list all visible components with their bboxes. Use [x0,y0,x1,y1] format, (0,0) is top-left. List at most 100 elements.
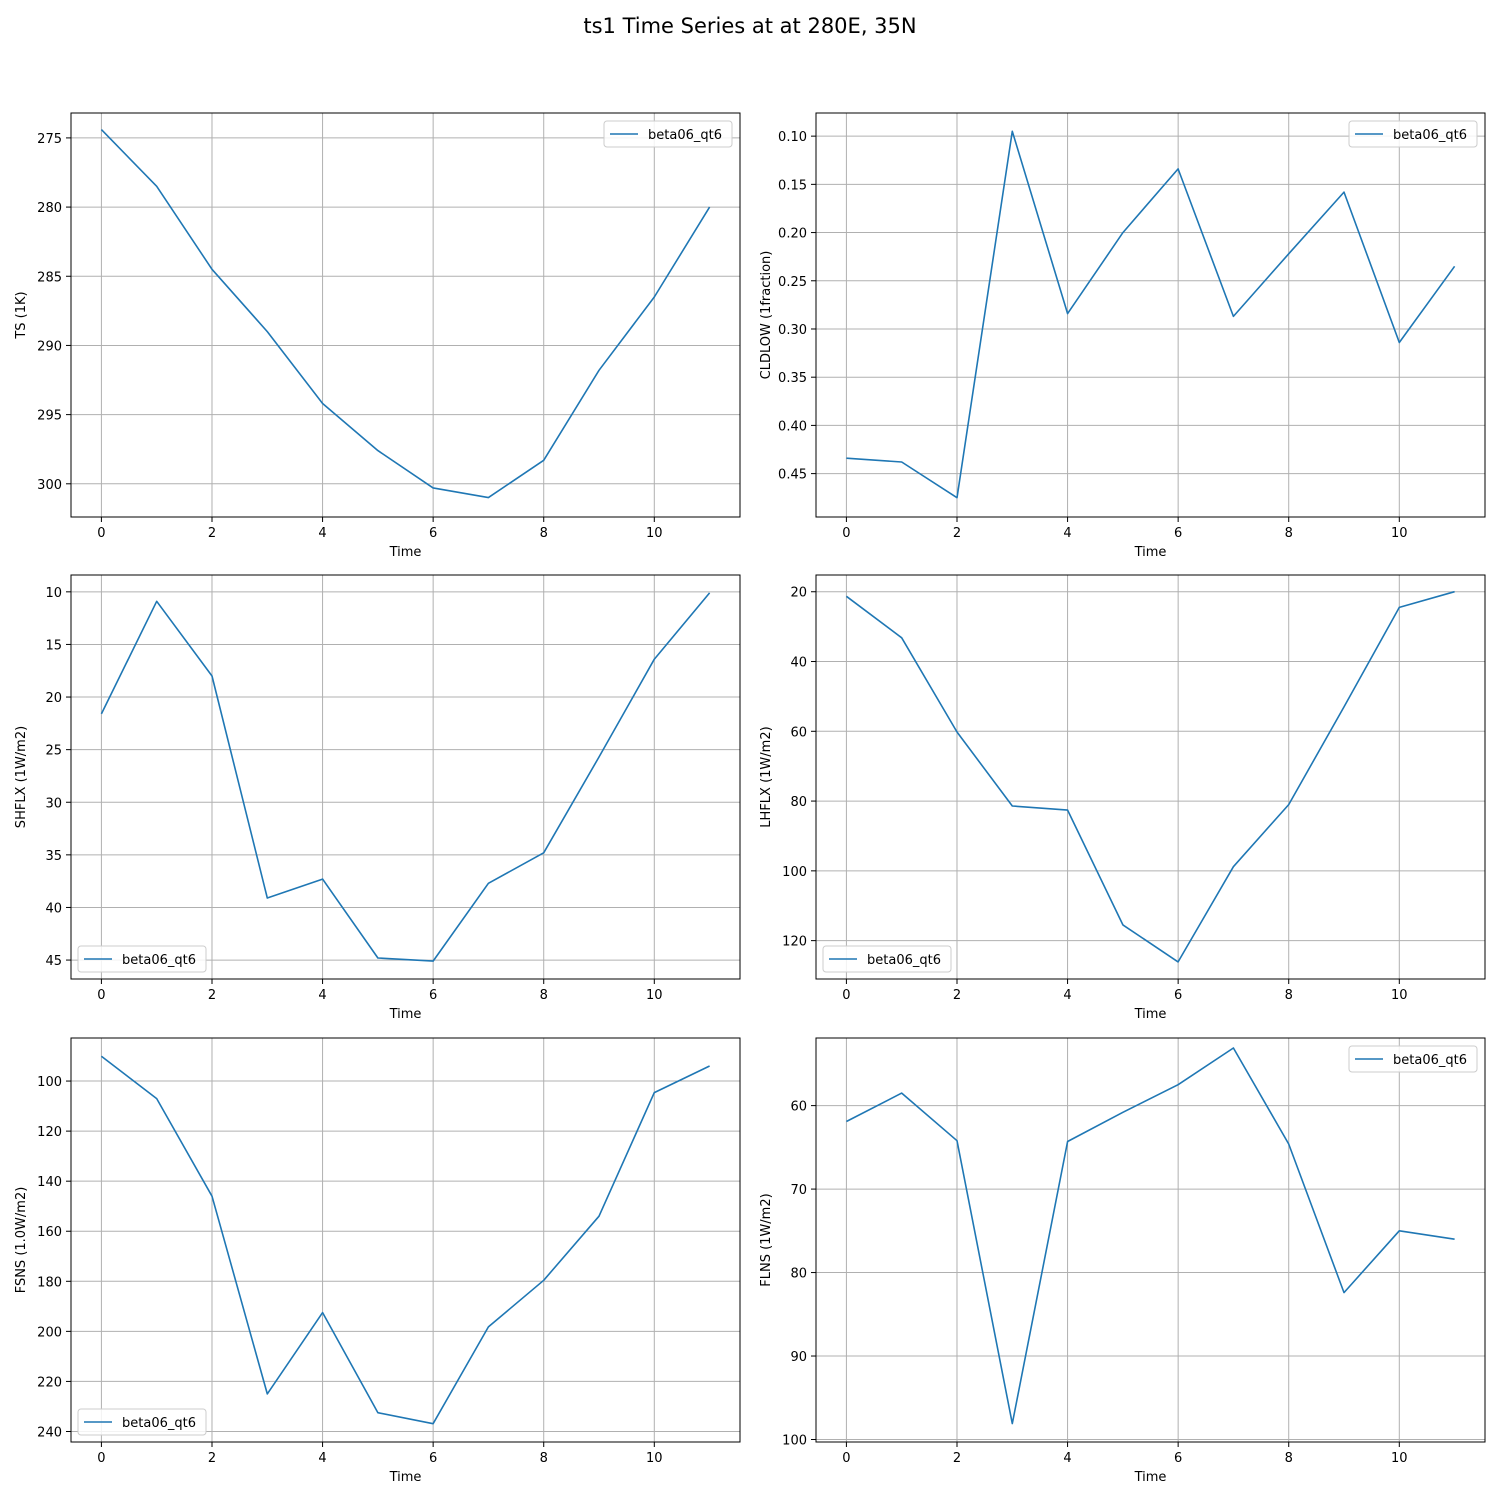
subplot-3: 0 2 4 6 8 10 10 15 20 25 30 35 40 45 Time SHFLX (1W/m2)… [14,574,741,1022]
series-line-beta06_qt6 [846,130,1456,499]
legend-label: beta06_qt6 [1393,1053,1467,1068]
axes-frame [70,112,741,518]
legend-box [77,945,207,973]
axes-frame [70,574,741,980]
legend-box [603,120,733,148]
x-axis-label: Time [389,1470,422,1485]
x-axis-label: Time [1134,1470,1167,1485]
series-line-beta06_qt6 [100,592,711,962]
x-tick-label: 10 [646,988,663,1003]
x-tick-label: 2 [953,988,961,1003]
y-tick-label: 120 [37,1125,62,1140]
y-axis-label: SHFLX (1W/m2) [14,726,29,828]
x-tick-label: 0 [97,526,105,541]
x-axis-label: Time [1134,545,1167,560]
x-tick-label: 4 [318,526,326,541]
x-tick-label: 6 [1174,1451,1182,1466]
legend: beta06_qt6 [603,120,733,148]
y-tick-label: 60 [790,725,807,740]
y-tick-label: 70 [790,1183,807,1198]
y-tick-label: 100 [37,1075,62,1090]
y-tick-label: 290 [37,339,62,354]
y-tick-label: 0.40 [778,419,807,434]
x-tick-label: 6 [1174,526,1182,541]
y-tick-label: 40 [45,901,62,916]
x-tick-label: 2 [208,1451,216,1466]
legend: beta06_qt6 [1348,120,1478,148]
y-axis-label: LHFLX (1W/m2) [759,726,774,827]
x-axis-label: Time [1134,1007,1167,1022]
y-tick-label: 80 [790,1267,807,1282]
y-tick-label: 120 [782,935,807,950]
y-tick-label: 100 [782,865,807,880]
x-tick-label: 2 [208,526,216,541]
y-tick-label: 200 [37,1325,62,1340]
legend-box [822,945,952,973]
legend: beta06_qt6 [77,945,207,973]
x-tick-label: 0 [842,1451,850,1466]
x-tick-label: 10 [646,1451,663,1466]
subplot-2: 0 2 4 6 8 10 0.10 0.15 0.20 0.25 0.30 0.35 0.40 0.45 T… [759,112,1486,560]
x-axis-label: Time [389,1007,422,1022]
legend: beta06_qt6 [1348,1045,1478,1073]
legend-label: beta06_qt6 [122,1416,196,1431]
y-tick-label: 20 [790,586,807,601]
axes-frame [815,1037,1486,1443]
y-tick-label: 280 [37,201,62,216]
x-tick-label: 8 [1285,1451,1293,1466]
y-tick-label: 0.20 [778,227,807,242]
subplot-6: 0 2 4 6 8 10 60 70 80 90 100 Time FLNS (1W/m2) beta06… [759,1037,1486,1485]
y-axis-label: FLNS (1W/m2) [759,1193,774,1286]
y-tick-label: 35 [45,849,62,864]
legend-box [77,1408,207,1436]
axes-frame [70,1037,741,1443]
figure-title: ts1 Time Series at at 280E, 35N [583,14,917,38]
x-tick-label: 2 [208,988,216,1003]
axes-frame [815,574,1486,980]
x-tick-label: 10 [1391,526,1408,541]
y-tick-label: 0.15 [778,178,807,193]
x-axis-label: Time [389,545,422,560]
x-tick-label: 4 [1063,526,1071,541]
legend: beta06_qt6 [822,945,952,973]
y-tick-label: 160 [37,1225,62,1240]
x-tick-label: 8 [1285,526,1293,541]
y-tick-label: 240 [37,1425,62,1440]
series-line-beta06_qt6 [100,129,711,499]
x-tick-label: 0 [97,988,105,1003]
y-tick-label: 285 [37,270,62,285]
x-tick-label: 4 [1063,988,1071,1003]
x-tick-label: 6 [429,526,437,541]
x-tick-label: 8 [1285,988,1293,1003]
x-tick-label: 8 [540,988,548,1003]
y-axis-label: FSNS (1.0W/m2) [14,1187,29,1294]
y-tick-label: 275 [37,132,62,147]
y-tick-label: 40 [790,656,807,671]
x-tick-label: 6 [429,988,437,1003]
y-tick-label: 90 [790,1350,807,1365]
y-axis-label: TS (1K) [14,291,29,339]
y-tick-label: 0.30 [778,323,807,338]
y-tick-label: 80 [790,795,807,810]
x-tick-label: 4 [318,1451,326,1466]
legend: beta06_qt6 [77,1408,207,1436]
x-tick-label: 0 [842,526,850,541]
y-tick-label: 15 [45,638,62,653]
series-line-beta06_qt6 [846,1047,1455,1425]
legend-box [1348,1045,1478,1073]
y-tick-label: 0.45 [778,468,807,483]
legend-box [1348,120,1478,148]
x-tick-label: 2 [953,526,961,541]
x-tick-label: 8 [540,1451,548,1466]
x-tick-label: 0 [842,988,850,1003]
y-tick-label: 0.35 [778,371,807,386]
legend-label: beta06_qt6 [122,953,196,968]
y-tick-label: 25 [45,744,62,759]
x-tick-label: 0 [97,1451,105,1466]
y-tick-label: 220 [37,1375,62,1390]
x-tick-label: 10 [1391,1451,1408,1466]
y-tick-label: 60 [790,1100,807,1115]
x-tick-label: 6 [1174,988,1182,1003]
y-tick-label: 10 [45,586,62,601]
